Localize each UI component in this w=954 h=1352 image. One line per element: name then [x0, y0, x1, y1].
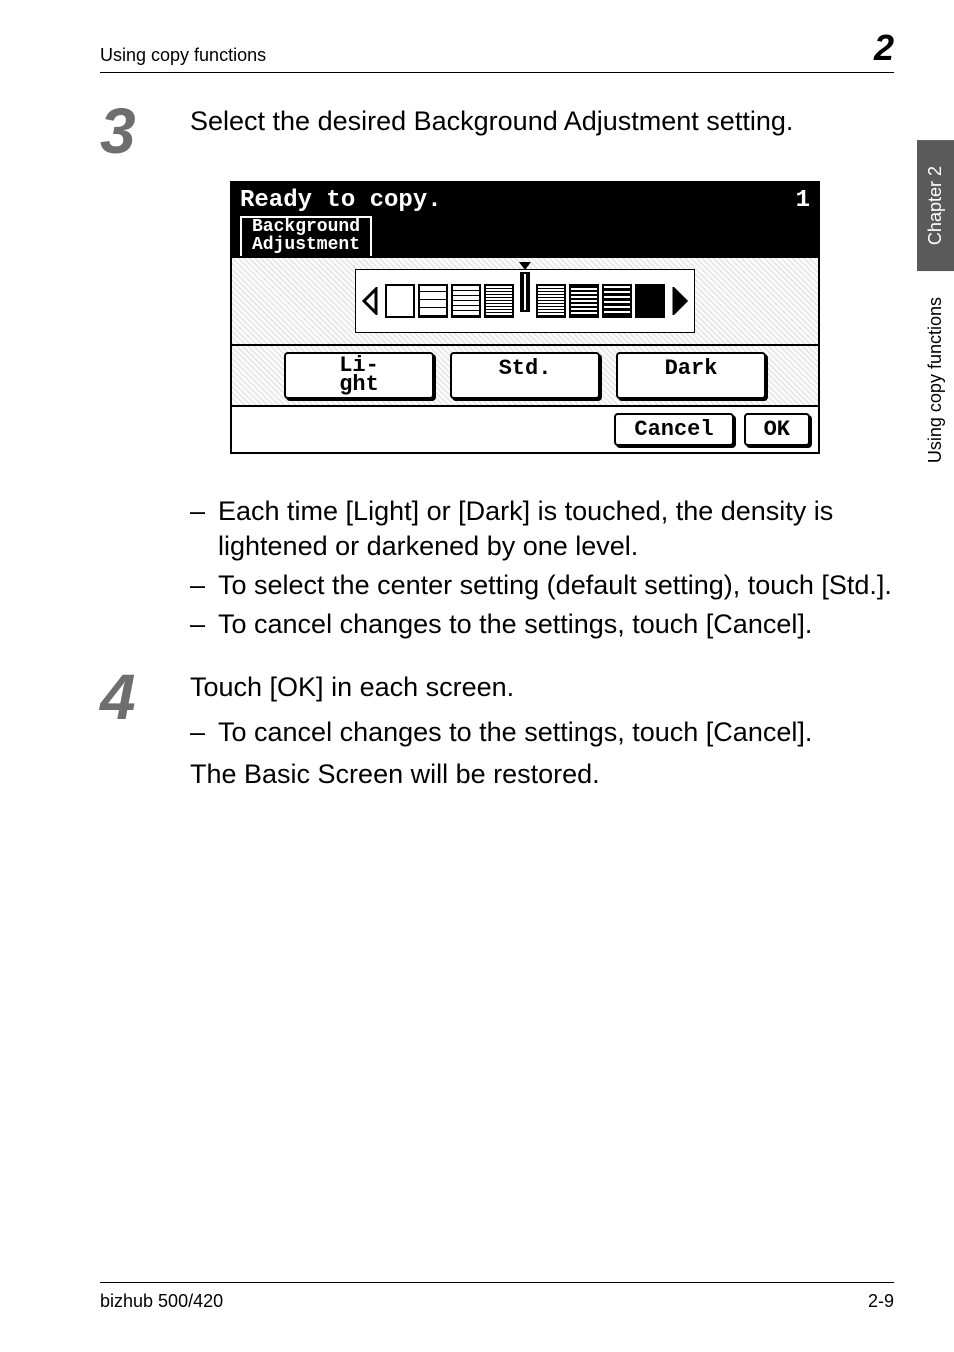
- step-4-trailing: The Basic Screen will be restored.: [190, 756, 894, 792]
- lcd-subtitle-line2: Adjustment: [252, 236, 360, 254]
- std-button[interactable]: Std.: [450, 352, 600, 400]
- step-4-text: Touch [OK] in each screen.: [190, 669, 894, 705]
- lcd-action-buttons: Cancel OK: [232, 407, 818, 452]
- footer-page-number: 2-9: [868, 1291, 894, 1312]
- header-title: Using copy functions: [100, 45, 266, 66]
- page-header: Using copy functions 2: [100, 30, 894, 73]
- lcd-subtitle: Background Adjustment: [240, 216, 372, 256]
- lcd-density-area: [232, 256, 818, 346]
- cancel-button[interactable]: Cancel: [614, 413, 733, 446]
- density-cell[interactable]: [602, 284, 632, 318]
- step-4: 4 Touch [OK] in each screen. To cancel c…: [100, 669, 894, 801]
- side-tab-chapter: Chapter 2: [917, 140, 954, 271]
- light-button[interactable]: Li- ght: [284, 352, 434, 400]
- density-cell[interactable]: [418, 284, 448, 318]
- ok-button[interactable]: OK: [744, 413, 810, 446]
- density-bar: [355, 269, 695, 333]
- dark-button[interactable]: Dark: [616, 352, 766, 400]
- list-item: To select the center setting (default se…: [190, 568, 894, 603]
- lcd-subtitle-line1: Background: [252, 218, 360, 236]
- density-cell[interactable]: [536, 284, 566, 318]
- lcd-count: 1: [796, 187, 810, 214]
- density-cell[interactable]: [635, 284, 665, 318]
- step-3: 3 Select the desired Background Adjustme…: [100, 103, 894, 161]
- chapter-number-badge: 2: [874, 30, 894, 66]
- list-item: Each time [Light] or [Dark] is touched, …: [190, 494, 894, 564]
- lcd-mode-buttons: Li- ght Std. Dark: [232, 346, 818, 408]
- density-cell[interactable]: [451, 284, 481, 318]
- arrow-left-icon[interactable]: [360, 284, 382, 318]
- step-4-number: 4: [100, 669, 190, 727]
- footer-model: bizhub 500/420: [100, 1291, 223, 1312]
- list-item: To cancel changes to the settings, touch…: [190, 715, 894, 750]
- density-selected-indicator: [517, 274, 533, 328]
- density-cell[interactable]: [484, 284, 514, 318]
- step-3-number: 3: [100, 103, 190, 161]
- list-item: To cancel changes to the settings, touch…: [190, 607, 894, 642]
- lcd-screenshot: Ready to copy. 1 Background Adjustment: [230, 181, 894, 455]
- page-footer: bizhub 500/420 2-9: [100, 1282, 894, 1312]
- density-cell[interactable]: [385, 284, 415, 318]
- side-tab-section: Using copy functions: [919, 271, 952, 489]
- step-3-text: Select the desired Background Adjustment…: [190, 103, 894, 139]
- step-3-bullets-wrap: Each time [Light] or [Dark] is touched, …: [100, 484, 894, 646]
- side-tab: Chapter 2 Using copy functions: [917, 140, 954, 489]
- density-cell[interactable]: [569, 284, 599, 318]
- lcd-status: Ready to copy.: [240, 187, 442, 214]
- light-button-line2: ght: [286, 375, 432, 395]
- arrow-right-icon[interactable]: [668, 284, 690, 318]
